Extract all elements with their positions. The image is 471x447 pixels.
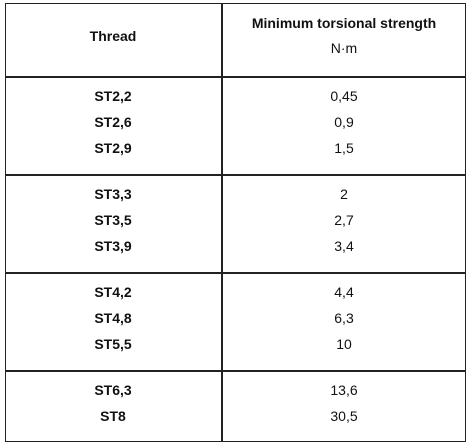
thread-cell: ST3,5: [94, 212, 132, 228]
row-divider: [6, 174, 465, 176]
thread-cell: ST2,6: [94, 114, 132, 130]
row-divider: [6, 370, 465, 372]
strength-cell: 13,6: [330, 382, 358, 398]
strength-cell: 30,5: [330, 408, 358, 424]
table: Thread Minimum torsional strength N·m ST…: [5, 3, 466, 442]
strength-cell: 0,45: [330, 88, 358, 104]
header-thread: Thread: [89, 28, 137, 44]
strength-cell: 1,5: [334, 140, 354, 156]
strength-cell: 4,4: [334, 284, 354, 300]
thread-cell: ST4,2: [94, 284, 132, 300]
thread-cell: ST6,3: [94, 382, 132, 398]
row-divider: [6, 76, 465, 78]
thread-cell: ST4,8: [94, 310, 132, 326]
column-divider: [221, 4, 223, 441]
strength-cell: 2,7: [334, 212, 354, 228]
header-unit: N·m: [330, 40, 358, 56]
strength-cell: 2: [340, 186, 348, 202]
thread-cell: ST8: [100, 408, 126, 424]
thread-cell: ST3,9: [94, 238, 132, 254]
thread-cell: ST2,2: [94, 88, 132, 104]
strength-cell: 6,3: [334, 310, 354, 326]
strength-cell: 0,9: [334, 114, 354, 130]
strength-cell: 10: [336, 336, 352, 352]
strength-cell: 3,4: [334, 238, 354, 254]
row-divider: [6, 272, 465, 274]
thread-cell: ST5,5: [94, 336, 132, 352]
thread-cell: ST2,9: [94, 140, 132, 156]
thread-cell: ST3,3: [94, 186, 132, 202]
header-strength: Minimum torsional strength: [251, 15, 437, 31]
